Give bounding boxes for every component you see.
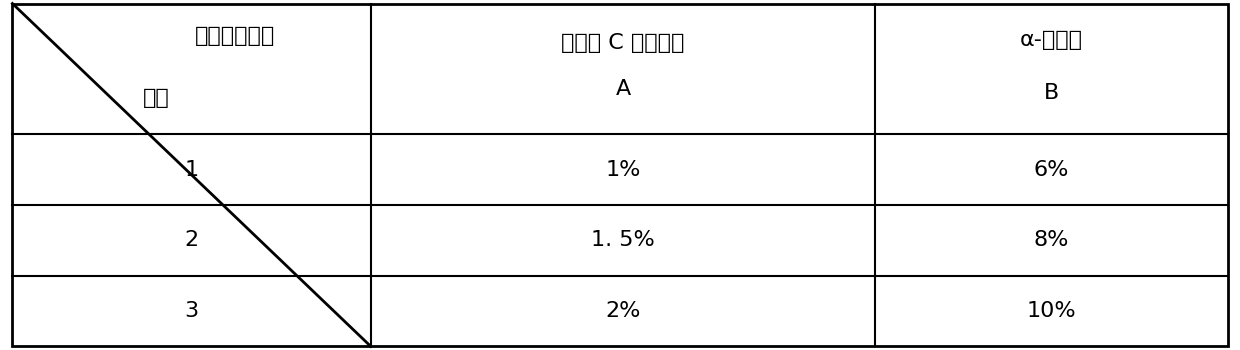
Text: 8%: 8%	[1034, 231, 1069, 251]
Text: 1. 5%: 1. 5%	[591, 231, 655, 251]
Text: B: B	[1044, 83, 1059, 103]
Text: α-生育酚: α-生育酚	[1019, 30, 1083, 50]
Text: 因素（比例）: 因素（比例）	[195, 26, 275, 46]
Text: 2: 2	[185, 231, 198, 251]
Text: 2%: 2%	[605, 301, 641, 321]
Text: 6%: 6%	[1034, 160, 1069, 180]
Text: 10%: 10%	[1027, 301, 1076, 321]
Text: 1%: 1%	[605, 160, 641, 180]
Text: A: A	[615, 79, 631, 99]
Text: 维生素 C 棕榈酸酯: 维生素 C 棕榈酸酯	[562, 33, 684, 53]
Text: 3: 3	[185, 301, 198, 321]
Text: 水平: 水平	[143, 88, 169, 108]
Text: 1: 1	[185, 160, 198, 180]
